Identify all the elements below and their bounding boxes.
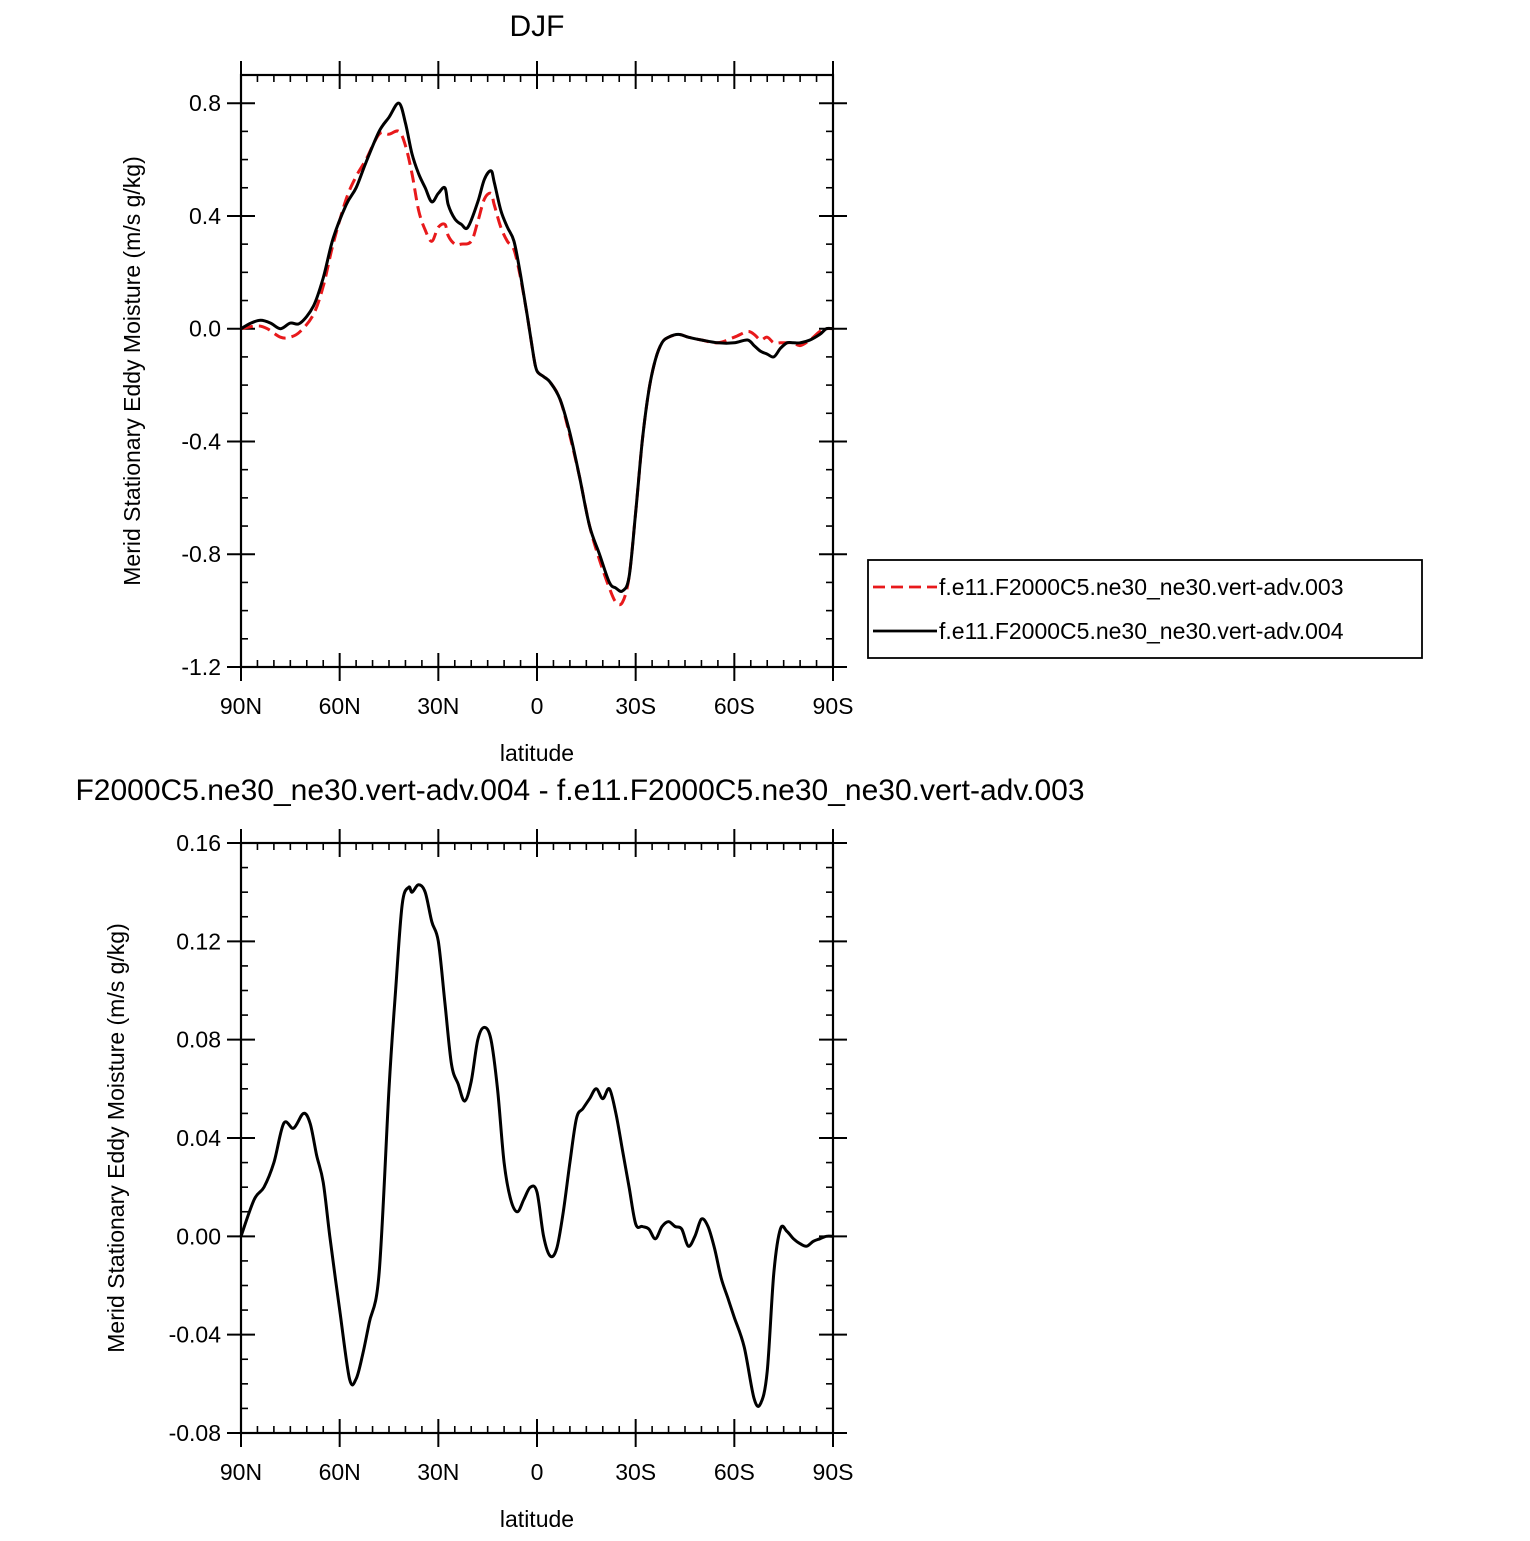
bottom-y-tick-label: 0.16 bbox=[176, 830, 221, 856]
top-chart-title: DJF bbox=[510, 10, 565, 43]
top-x-tick-label: 30S bbox=[615, 693, 656, 719]
bottom-y-tick-label: -0.08 bbox=[169, 1420, 221, 1446]
top-x-axis-label: latitude bbox=[500, 740, 574, 766]
top-x-tick-label: 60N bbox=[319, 693, 361, 719]
bottom-x-tick-labels: 90N 60N 30N 0 30S 60S 90S bbox=[220, 1459, 854, 1485]
bottom-major-ticks bbox=[227, 829, 847, 1447]
top-y-tick-label: 0.4 bbox=[189, 203, 221, 229]
bottom-y-tick-label: 0.08 bbox=[176, 1027, 221, 1053]
top-plot-frame bbox=[239, 73, 835, 669]
top-y-axis-label: Merid Stationary Eddy Moisture (m/s g/kg… bbox=[119, 156, 145, 585]
legend-frame bbox=[867, 559, 1423, 659]
top-y-tick-label: -1.2 bbox=[181, 654, 221, 680]
bottom-minor-ticks bbox=[241, 843, 833, 1433]
bottom-panel: F2000C5.ne30_ne30.vert-adv.004 - f.e11.F… bbox=[75, 774, 1084, 1532]
bottom-x-tick-label: 90S bbox=[813, 1459, 854, 1485]
bottom-plot-area bbox=[227, 829, 847, 1447]
bottom-y-tick-label: -0.04 bbox=[169, 1322, 222, 1348]
bottom-y-axis-label: Merid Stationary Eddy Moisture (m/s g/kg… bbox=[103, 923, 129, 1352]
legend-label-004: f.e11.F2000C5.ne30_ne30.vert-adv.004 bbox=[939, 618, 1344, 644]
bottom-series-line-0 bbox=[239, 883, 834, 1408]
bottom-x-tick-label: 0 bbox=[531, 1459, 544, 1485]
bottom-y-tick-label: 0.00 bbox=[176, 1223, 221, 1249]
bottom-plot-frame bbox=[239, 841, 835, 1435]
bottom-series bbox=[239, 883, 834, 1408]
top-y-tick-label: 0.0 bbox=[189, 316, 221, 342]
top-y-tick-label: -0.8 bbox=[181, 541, 221, 567]
top-plot-area bbox=[227, 61, 847, 681]
bottom-x-axis-label: latitude bbox=[500, 1506, 574, 1532]
bottom-x-tick-label: 60N bbox=[319, 1459, 361, 1485]
top-series-line-1 bbox=[240, 101, 834, 593]
legend: f.e11.F2000C5.ne30_ne30.vert-adv.003 f.e… bbox=[867, 559, 1423, 659]
top-minor-ticks bbox=[241, 74, 833, 667]
bottom-y-tick-labels: -0.08 -0.04 0.00 0.04 0.08 0.12 0.16 bbox=[169, 830, 222, 1446]
legend-label-003: f.e11.F2000C5.ne30_ne30.vert-adv.003 bbox=[939, 574, 1344, 600]
top-x-tick-label: 30N bbox=[417, 693, 459, 719]
top-y-tick-labels: -1.2 -0.8 -0.4 0.0 0.4 0.8 bbox=[181, 90, 221, 680]
top-x-tick-labels: 90N 60N 30N 0 30S 60S 90S bbox=[220, 693, 854, 719]
top-panel: DJF -1.2 -0.8 -0.4 0.0 0.4 0.8 90N 60N 30N 0 30S 6… bbox=[119, 10, 1423, 766]
top-series bbox=[240, 101, 834, 607]
bottom-y-tick-label: 0.04 bbox=[176, 1125, 221, 1151]
top-x-tick-label: 90N bbox=[220, 693, 262, 719]
bottom-x-tick-label: 30S bbox=[615, 1459, 656, 1485]
top-y-tick-label: -0.4 bbox=[181, 428, 221, 454]
top-x-tick-label: 90S bbox=[813, 693, 854, 719]
bottom-x-tick-label: 30N bbox=[417, 1459, 459, 1485]
bottom-x-tick-label: 60S bbox=[714, 1459, 755, 1485]
top-y-tick-label: 0.8 bbox=[189, 90, 221, 116]
bottom-chart-title: F2000C5.ne30_ne30.vert-adv.004 - f.e11.F… bbox=[75, 774, 1084, 807]
top-x-tick-label: 60S bbox=[714, 693, 755, 719]
bottom-y-tick-label: 0.12 bbox=[176, 928, 221, 954]
top-x-tick-label: 0 bbox=[531, 693, 544, 719]
bottom-x-tick-label: 90N bbox=[220, 1459, 262, 1485]
